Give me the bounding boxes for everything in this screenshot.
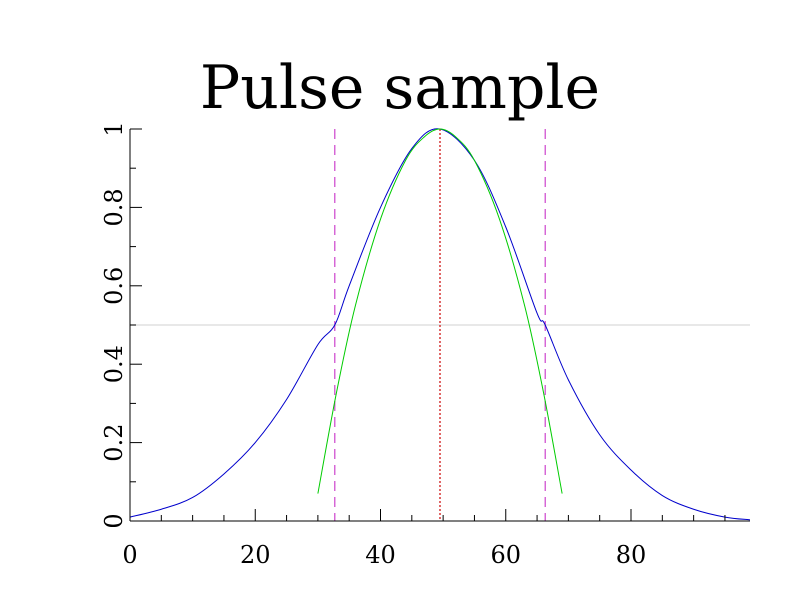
reference-lines: [130, 129, 750, 521]
series-line-1: [317, 128, 563, 494]
y-tick-label: 0.2: [100, 424, 128, 462]
x-tick-label: 20: [240, 541, 271, 569]
x-tick-label: 40: [365, 541, 396, 569]
y-tick-label: 0.6: [100, 267, 128, 305]
x-axis-ticks: 0 20 40 60 80: [122, 509, 726, 569]
series-group: [129, 128, 751, 521]
y-tick-label: 1: [100, 121, 128, 136]
y-tick-label: 0.8: [100, 188, 128, 226]
y-tick-label: 0: [100, 513, 128, 528]
chart-title: Pulse sample: [200, 53, 600, 123]
x-tick-label: 80: [616, 541, 647, 569]
x-tick-label: 0: [122, 541, 137, 569]
x-tick-label: 60: [490, 541, 521, 569]
y-tick-label: 0.4: [100, 345, 128, 383]
y-axis-ticks: 0 0.2 0.4 0.6 0.8 1: [100, 121, 142, 529]
